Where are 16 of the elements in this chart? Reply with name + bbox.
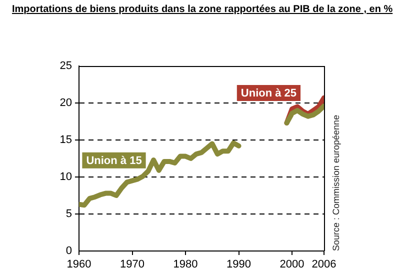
series-label: Union à 15 [86,154,142,167]
x-tick-label: 2000 [280,258,304,271]
x-tick-label: 1990 [226,258,252,271]
y-tick-label: 15 [60,134,72,146]
y-tick-label: 10 [60,171,72,184]
y-tick-label: 5 [66,208,72,220]
y-tick-label: 20 [60,97,72,110]
x-tick-label: 1960 [66,258,92,271]
x-tick-label: 1980 [173,258,198,271]
source-note: Source : Commission européenne [330,114,341,251]
x-tick-label: 2006 [312,258,336,271]
x-tick-label: 1970 [120,258,145,271]
series-label: Union à 25 [240,88,297,100]
y-tick-label: 25 [60,60,72,72]
chart-title: Importations de biens produits dans la zone rapportées au PIB de la zone , en % [11,3,394,17]
y-tick-label: 0 [66,245,72,258]
